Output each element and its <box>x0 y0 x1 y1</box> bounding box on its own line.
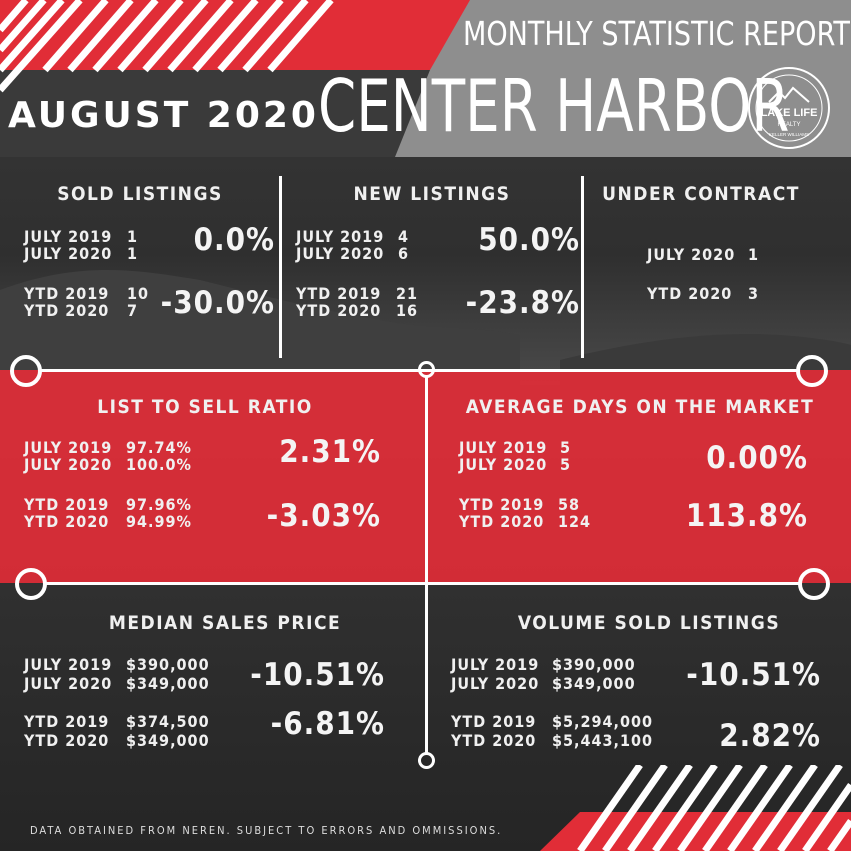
stat-value: 1 <box>127 227 139 246</box>
stat-value: $349,000 <box>126 731 210 750</box>
new-listings-title: NEW LISTINGS <box>353 183 511 205</box>
change-percent: -6.81% <box>270 706 385 742</box>
stat-value: 1 <box>127 244 139 263</box>
stat-value: 58 <box>558 495 581 514</box>
decorative-stripes <box>540 765 851 851</box>
stat-value: $390,000 <box>126 655 210 674</box>
stat-value: 97.74% <box>126 438 192 457</box>
ring-marker <box>418 752 435 769</box>
stat-label: YTD 2020 <box>296 301 382 320</box>
stat-value: 100.0% <box>126 455 192 474</box>
stat-value: $349,000 <box>126 674 210 693</box>
stat-label: YTD 2019 <box>24 284 110 303</box>
stat-label: YTD 2020 <box>451 731 537 750</box>
stat-value: 124 <box>558 512 592 531</box>
stat-value: 16 <box>396 301 419 320</box>
stat-label: YTD 2020 <box>647 284 733 303</box>
stat-label: JULY 2020 <box>459 455 548 474</box>
stat-label: YTD 2019 <box>24 495 110 514</box>
stat-label: YTD 2020 <box>24 731 110 750</box>
stat-value: 21 <box>396 284 419 303</box>
change-percent: 113.8% <box>685 498 808 534</box>
lake-life-realty-logo: LAKE LIFE REALTY KELLER WILLIAMS <box>747 66 831 150</box>
divider-top-2 <box>581 176 584 358</box>
stat-value: 5 <box>560 438 572 457</box>
disclaimer: DATA OBTAINED FROM NEREN. SUBJECT TO ERR… <box>30 824 503 837</box>
header-red-stripes <box>0 0 470 157</box>
city-title: CENTER HARBOR <box>318 64 790 148</box>
under-contract-title: UNDER CONTRACT <box>602 183 800 205</box>
stat-label: JULY 2019 <box>459 438 548 457</box>
stat-value: 94.99% <box>126 512 192 531</box>
stat-label: JULY 2019 <box>24 438 113 457</box>
stat-label: JULY 2020 <box>296 244 385 263</box>
ring-marker <box>10 355 42 387</box>
stat-label: JULY 2020 <box>451 674 540 693</box>
stat-value: 7 <box>127 301 139 320</box>
days-on-market-title: AVERAGE DAYS ON THE MARKET <box>465 396 815 418</box>
logo-text-2: REALTY <box>778 122 801 128</box>
report-date: AUGUST 2020 <box>8 95 319 136</box>
stat-label: YTD 2020 <box>459 512 545 531</box>
change-percent: 0.0% <box>193 222 275 258</box>
stat-value: 6 <box>398 244 410 263</box>
change-percent: -23.8% <box>465 285 580 321</box>
change-percent: 2.31% <box>279 434 381 470</box>
stat-value: $5,443,100 <box>552 731 654 750</box>
logo-text-3: KELLER WILLIAMS <box>769 132 809 137</box>
stat-label: JULY 2020 <box>24 244 113 263</box>
ring-marker <box>418 361 435 378</box>
change-percent: -3.03% <box>266 498 381 534</box>
divider-center <box>425 375 428 753</box>
stat-value: $374,500 <box>126 712 210 731</box>
change-percent: -10.51% <box>250 657 385 693</box>
divider-horizontal-2 <box>44 582 800 585</box>
stat-value: 1 <box>748 245 760 264</box>
ring-marker <box>798 568 830 600</box>
change-percent: 2.82% <box>719 718 821 754</box>
sold-listings-title: SOLD LISTINGS <box>57 183 223 205</box>
logo-text-1: LAKE LIFE <box>761 107 818 119</box>
stat-value: 3 <box>748 284 760 303</box>
stat-label: JULY 2019 <box>24 655 113 674</box>
change-percent: 50.0% <box>478 222 580 258</box>
stat-label: JULY 2020 <box>24 674 113 693</box>
stat-label: JULY 2020 <box>647 245 736 264</box>
stat-label: JULY 2019 <box>24 227 113 246</box>
divider-top-1 <box>279 176 282 358</box>
change-percent: -30.0% <box>160 285 275 321</box>
ring-marker <box>15 568 47 600</box>
stat-label: JULY 2020 <box>24 455 113 474</box>
ring-marker <box>796 355 828 387</box>
stat-value: $390,000 <box>552 655 636 674</box>
change-percent: 0.00% <box>706 440 808 476</box>
stat-label: YTD 2020 <box>24 512 110 531</box>
stat-label: YTD 2020 <box>24 301 110 320</box>
stat-value: 10 <box>127 284 150 303</box>
stat-label: JULY 2019 <box>451 655 540 674</box>
stat-label: YTD 2019 <box>24 712 110 731</box>
stat-value: 5 <box>560 455 572 474</box>
median-sales-price-title: MEDIAN SALES PRICE <box>108 612 342 634</box>
stat-value: 4 <box>398 227 410 246</box>
stat-label: YTD 2019 <box>459 495 545 514</box>
change-percent: -10.51% <box>686 657 821 693</box>
stat-value: 97.96% <box>126 495 192 514</box>
volume-sold-title: VOLUME SOLD LISTINGS <box>517 612 781 634</box>
stat-value: $349,000 <box>552 674 636 693</box>
stat-label: YTD 2019 <box>451 712 537 731</box>
stat-value: $5,294,000 <box>552 712 654 731</box>
stat-label: YTD 2019 <box>296 284 382 303</box>
list-to-sell-title: LIST TO SELL RATIO <box>97 396 313 418</box>
stat-label: JULY 2019 <box>296 227 385 246</box>
report-title: MONTHLY STATISTIC REPORT <box>463 14 850 53</box>
